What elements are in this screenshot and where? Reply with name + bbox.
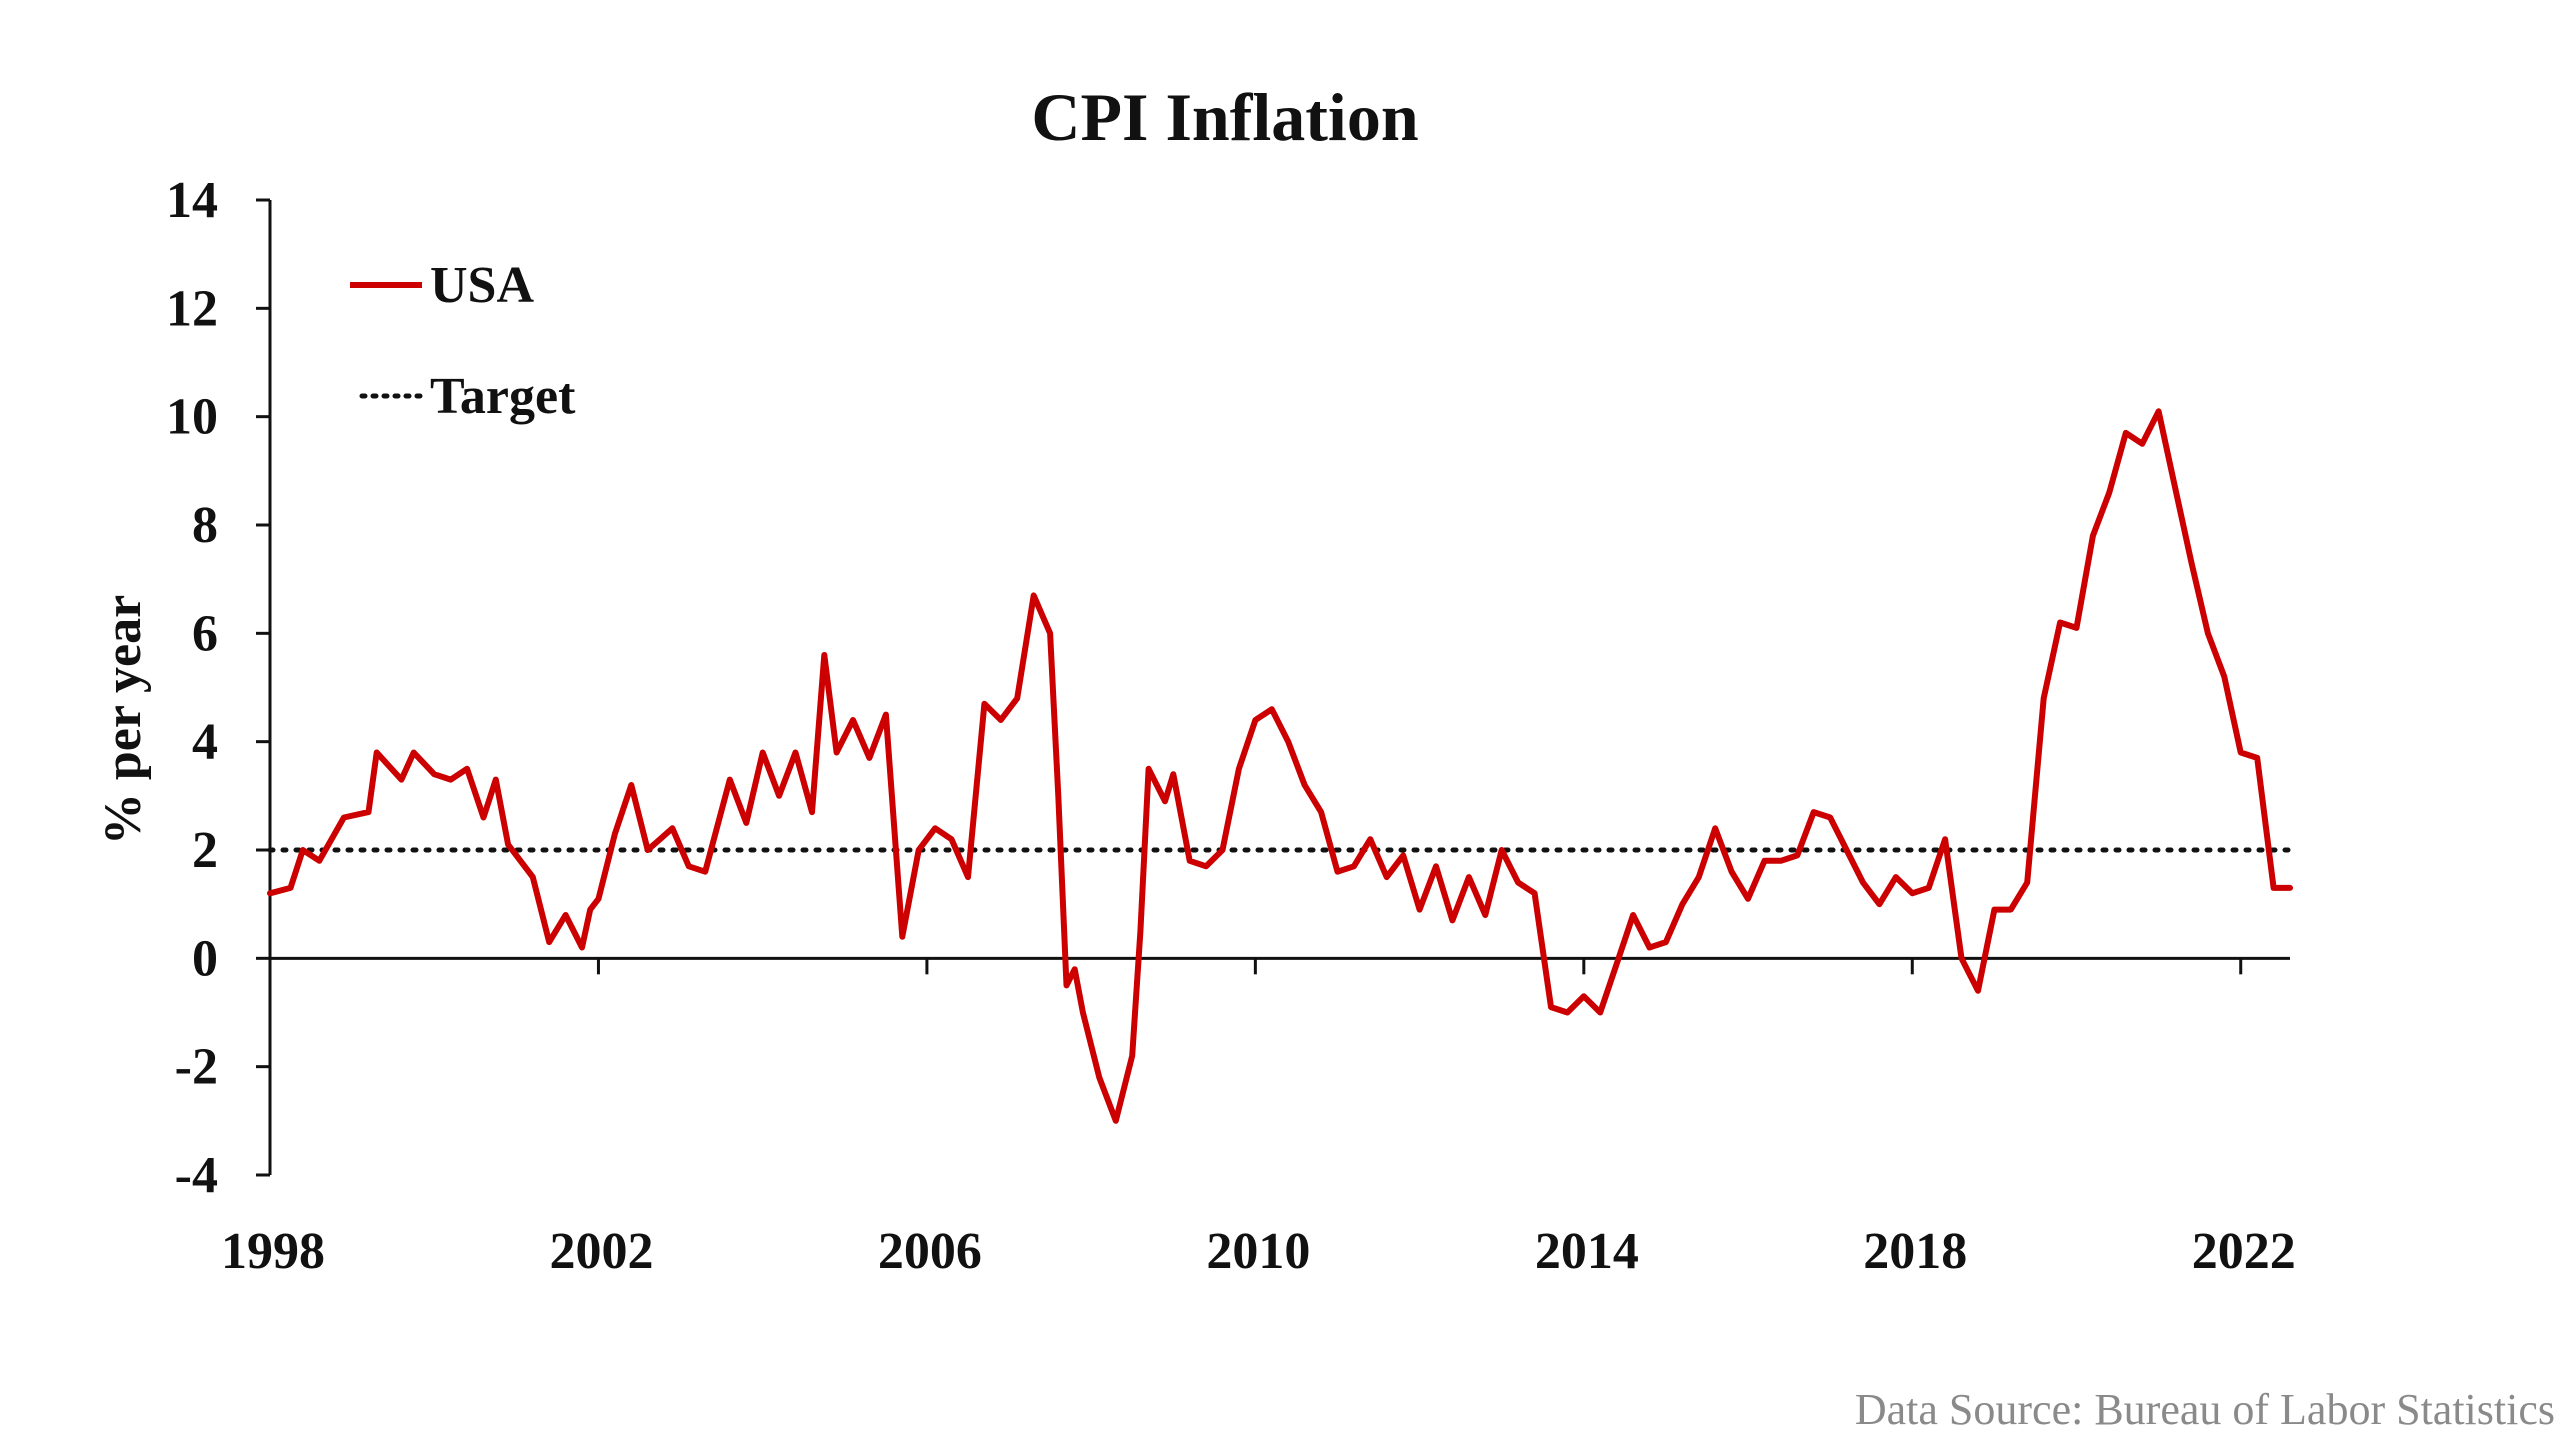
y-axis-label: % per year	[95, 595, 152, 845]
plot-area	[267, 408, 2293, 1124]
series-line-usa	[267, 408, 2293, 1124]
x-tick-label: 2006	[878, 1223, 982, 1280]
y-tick-label: 2	[192, 822, 218, 879]
y-tick-label: 0	[192, 930, 218, 987]
y-tick-label: 14	[166, 172, 218, 229]
x-tick-label: 2014	[1535, 1223, 1639, 1280]
x-tick-label: 2022	[2192, 1223, 2296, 1280]
legend-label-target: Target	[430, 368, 576, 425]
x-tick-label: 2002	[549, 1223, 653, 1280]
y-tick-label: 4	[192, 714, 218, 771]
y-tick-label: -4	[175, 1147, 218, 1204]
x-tick-labels: 1998 2002 2006 2010 2014 2018 2022	[221, 958, 2296, 1280]
legend: USA Target	[350, 257, 576, 425]
y-tick-label: -2	[175, 1039, 218, 1096]
chart-title: CPI Inflation	[1031, 79, 1418, 155]
axes	[268, 200, 2290, 1175]
x-tick-label: 2010	[1206, 1223, 1310, 1280]
legend-label-usa: USA	[430, 257, 534, 314]
x-tick-label: 1998	[221, 1223, 325, 1280]
y-tick-label: 10	[166, 389, 218, 446]
y-tick-label: 12	[166, 280, 218, 337]
source-note: Data Source: Bureau of Labor Statistics	[1855, 1385, 2555, 1434]
x-tick-label: 2018	[1863, 1223, 1967, 1280]
y-tick-label: 8	[192, 497, 218, 554]
y-tick-label: 6	[192, 605, 218, 662]
y-tick-labels: 14 12 10 8 6 4 2 0 -2 -4	[166, 172, 270, 1204]
